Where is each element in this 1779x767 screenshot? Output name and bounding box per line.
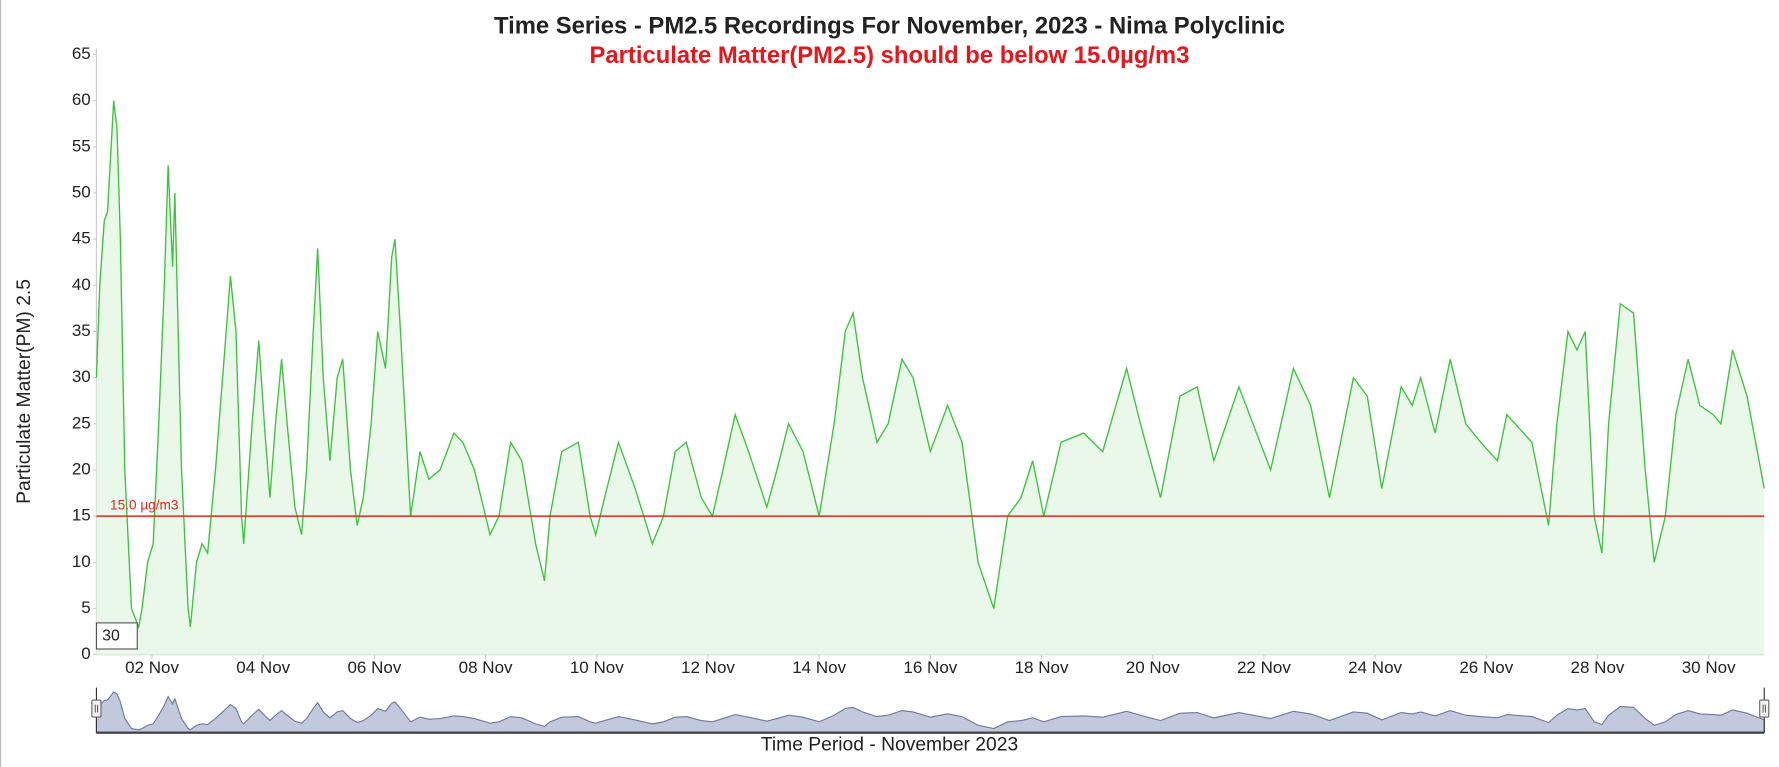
x-tick-label: 14 Nov: [792, 658, 846, 677]
x-tick-label: 30 Nov: [1682, 658, 1736, 677]
x-tick-label: 06 Nov: [347, 658, 401, 677]
chart-subtitle: Particulate Matter(PM2.5) should be belo…: [590, 42, 1190, 69]
navigator-handle[interactable]: [1759, 699, 1770, 718]
x-tick-label: 24 Nov: [1348, 658, 1402, 677]
x-tick-label: 08 Nov: [459, 658, 513, 677]
x-tick-label: 28 Nov: [1571, 658, 1625, 677]
y-tick-label: 10: [72, 552, 91, 571]
y-tick-label: 25: [72, 413, 91, 432]
y-tick-label: 40: [72, 275, 91, 294]
y-tick-label: 65: [72, 44, 91, 63]
x-tick-label: 26 Nov: [1459, 658, 1513, 677]
area: [96, 100, 1765, 655]
navigator-handle[interactable]: [91, 699, 102, 718]
y-tick-label: 30: [72, 367, 91, 386]
x-tick-label: 04 Nov: [236, 658, 290, 677]
y-tick-label: 55: [72, 136, 91, 155]
y-tick-label: 5: [81, 598, 90, 617]
y-tick-label: 50: [72, 182, 91, 201]
x-tick-label: 12 Nov: [681, 658, 735, 677]
y-axis-label: Particulate Matter(PM) 2.5: [14, 279, 35, 504]
x-tick-label: 16 Nov: [903, 658, 957, 677]
x-tick-label: 20 Nov: [1126, 658, 1180, 677]
x-axis-label: Time Period - November 2023: [761, 735, 1018, 756]
chart-title: Time Series - PM2.5 Recordings For Novem…: [494, 13, 1285, 40]
y-tick-label: 0: [81, 644, 90, 663]
threshold-label: 15.0 µg/m3: [110, 498, 178, 513]
x-tick-label: 18 Nov: [1015, 658, 1069, 677]
y-tick-label: 35: [72, 321, 91, 340]
x-tick-label: 02 Nov: [125, 658, 179, 677]
y-tick-label: 45: [72, 229, 91, 248]
range-input: 30: [102, 628, 120, 645]
y-tick-label: 15: [72, 506, 91, 525]
y-tick-label: 60: [72, 90, 91, 109]
navigator-series: [95, 691, 1765, 733]
range-input-box: [95, 622, 138, 650]
x-tick-label: 22 Nov: [1237, 658, 1291, 677]
x-tick-label: 10 Nov: [570, 658, 624, 677]
y-tick-label: 20: [72, 459, 91, 478]
